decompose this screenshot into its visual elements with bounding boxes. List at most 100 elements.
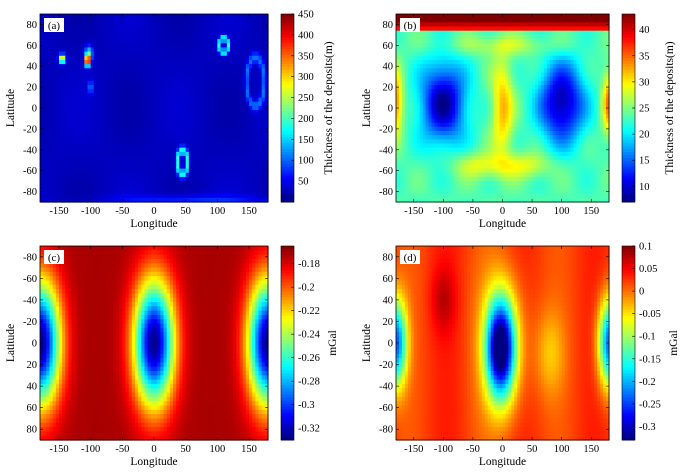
heatmap-cell bbox=[43, 110, 47, 115]
heatmap-cell bbox=[93, 110, 98, 115]
colorbar-frame bbox=[280, 13, 295, 203]
heatmap-cell bbox=[163, 93, 168, 99]
heatmap-cell bbox=[185, 80, 190, 86]
heatmap-cell bbox=[122, 130, 127, 136]
heatmap-cell bbox=[144, 26, 149, 32]
heatmap-cell bbox=[255, 168, 260, 174]
heatmap-cell bbox=[160, 43, 165, 49]
heatmap-cell bbox=[81, 126, 85, 132]
heatmap-cell bbox=[255, 176, 260, 182]
heatmap-cell bbox=[220, 76, 225, 82]
heatmap-cell bbox=[398, 34, 403, 40]
heatmap-cell bbox=[407, 51, 412, 57]
colorbar-segment bbox=[281, 72, 294, 77]
heatmap-cell bbox=[119, 130, 123, 136]
heatmap-cell bbox=[223, 147, 228, 153]
heatmap-cell bbox=[242, 164, 247, 170]
heatmap-cell bbox=[469, 43, 474, 49]
heatmap-cell bbox=[97, 43, 101, 49]
heatmap-cell bbox=[564, 22, 569, 28]
heatmap-cell bbox=[52, 122, 57, 128]
heatmap-cell bbox=[179, 185, 184, 191]
heatmap-cell bbox=[49, 80, 54, 86]
heatmap-cell bbox=[179, 39, 184, 44]
heatmap-cell bbox=[128, 64, 133, 69]
heatmap-cell bbox=[396, 34, 400, 40]
heatmap-cell bbox=[230, 59, 234, 65]
heatmap-cell bbox=[242, 139, 247, 145]
heatmap-cell bbox=[600, 47, 604, 53]
heatmap-cell bbox=[68, 14, 73, 19]
heatmap-cell bbox=[62, 147, 66, 153]
heatmap-cell bbox=[535, 43, 539, 49]
heatmap-cell bbox=[230, 55, 234, 61]
heatmap-cell bbox=[131, 80, 136, 86]
heatmap-cell bbox=[188, 30, 193, 36]
heatmap-cell bbox=[87, 122, 92, 128]
heatmap-cell bbox=[157, 122, 161, 128]
heatmap-cell bbox=[440, 55, 444, 61]
heatmap-cell bbox=[493, 26, 498, 32]
heatmap-cell bbox=[74, 135, 79, 140]
heatmap-cell bbox=[204, 172, 209, 178]
heatmap-cell bbox=[201, 114, 206, 120]
heatmap-cell bbox=[166, 101, 171, 107]
heatmap-cell bbox=[249, 80, 253, 86]
heatmap-cell bbox=[52, 101, 57, 107]
heatmap-cell bbox=[223, 85, 228, 90]
heatmap-cell bbox=[211, 130, 215, 136]
heatmap-cell bbox=[245, 22, 250, 28]
heatmap-cell bbox=[119, 22, 123, 28]
heatmap-cell bbox=[150, 59, 155, 65]
heatmap-cell bbox=[49, 72, 54, 78]
heatmap-cell bbox=[585, 59, 589, 65]
heatmap-cell bbox=[62, 197, 66, 203]
heatmap-cell bbox=[264, 22, 269, 28]
heatmap-cell bbox=[201, 168, 206, 174]
heatmap-cell bbox=[517, 51, 521, 57]
heatmap-cell bbox=[249, 93, 253, 99]
heatmap-cell bbox=[239, 110, 244, 115]
heatmap-cell bbox=[103, 76, 108, 82]
heatmap-cell bbox=[207, 97, 212, 103]
heatmap-cell bbox=[579, 34, 583, 40]
colorbar-segment bbox=[281, 166, 294, 171]
heatmap-cell bbox=[236, 59, 241, 65]
heatmap-cell bbox=[71, 126, 76, 132]
heatmap-cell bbox=[147, 22, 152, 28]
heatmap-cell bbox=[46, 105, 51, 111]
heatmap-cell bbox=[236, 55, 241, 61]
heatmap-cell bbox=[230, 34, 234, 40]
heatmap-cell bbox=[585, 55, 589, 61]
heatmap-cell bbox=[112, 51, 117, 57]
heatmap-cell bbox=[201, 130, 206, 136]
heatmap-cell bbox=[55, 64, 60, 69]
heatmap-cell bbox=[245, 47, 250, 53]
heatmap-cell bbox=[239, 34, 244, 40]
heatmap-cell bbox=[207, 143, 212, 149]
heatmap-cell bbox=[122, 164, 127, 170]
heatmap-cell bbox=[396, 14, 400, 19]
heatmap-cell bbox=[233, 193, 237, 199]
heatmap-cell bbox=[100, 34, 104, 40]
heatmap-cell bbox=[40, 114, 44, 120]
heatmap-cell bbox=[505, 18, 510, 23]
heatmap-cell bbox=[49, 172, 54, 178]
heatmap-cell bbox=[128, 168, 133, 174]
heatmap-cell bbox=[217, 89, 222, 94]
heatmap-cell bbox=[558, 39, 563, 44]
heatmap-cell bbox=[242, 185, 247, 191]
heatmap-cell bbox=[555, 14, 560, 19]
heatmap-cell bbox=[68, 59, 73, 65]
heatmap-cell bbox=[59, 176, 63, 182]
heatmap-cell bbox=[188, 143, 193, 149]
heatmap-cell bbox=[606, 26, 610, 32]
heatmap-cell bbox=[458, 34, 462, 40]
heatmap-cell bbox=[157, 39, 161, 44]
heatmap-cell bbox=[160, 55, 165, 61]
heatmap-cell bbox=[570, 47, 575, 53]
heatmap-cell bbox=[570, 22, 575, 28]
heatmap-cell bbox=[125, 51, 130, 57]
heatmap-cell bbox=[419, 47, 424, 53]
heatmap-cell bbox=[529, 43, 533, 49]
